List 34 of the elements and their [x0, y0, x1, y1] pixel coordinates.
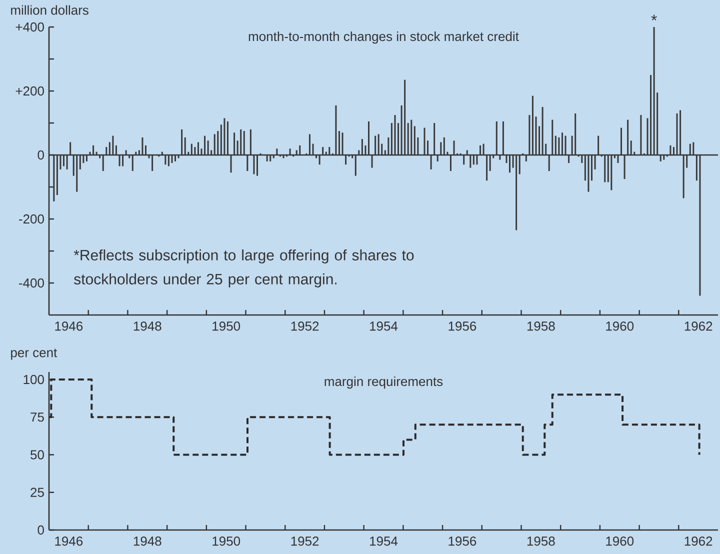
annotation: *	[651, 14, 657, 20]
y-tick-label: 0	[38, 525, 44, 535]
y-tick-label: -400	[19, 278, 44, 288]
x-tick-label: 1950	[212, 322, 240, 331]
y-axis-title: million dollars	[11, 5, 88, 15]
x-tick-label: 1962	[684, 322, 712, 331]
y-tick-label: 25	[30, 488, 44, 497]
x-tick-label: 1956	[448, 536, 476, 546]
y-axis-title: per cent	[11, 348, 58, 360]
y-tick-label: 0	[38, 150, 44, 160]
x-tick-label: 1960	[606, 536, 634, 546]
x-tick-label: 1956	[448, 322, 476, 331]
x-tick-label: 1962	[684, 536, 712, 546]
y-tick-label: +200	[16, 86, 44, 96]
y-tick-label: 50	[30, 450, 44, 460]
x-tick-label: 1952	[291, 536, 319, 546]
x-tick-label: 1948	[134, 536, 162, 546]
x-tick-label: 1952	[291, 322, 319, 331]
x-tick-label: 1946	[55, 536, 83, 546]
chart-title: margin requirements	[324, 376, 443, 389]
y-tick-label: +400	[16, 22, 44, 32]
y-tick-label: 100	[24, 374, 44, 384]
x-tick-label: 1958	[527, 322, 555, 331]
annotation: *Reflects subscription to large offering of shares to stockholders under 25 per cent margin.	[74, 249, 414, 288]
x-tick-label: 1960	[606, 322, 634, 331]
x-tick-label: 1954	[370, 536, 398, 546]
x-tick-label: 1946	[55, 322, 83, 331]
x-tick-label: 1950	[212, 536, 240, 546]
y-tick-label: 75	[30, 412, 44, 422]
x-tick-label: 1958	[527, 536, 555, 546]
y-tick-label: -200	[19, 214, 44, 224]
x-tick-label: 1948	[134, 322, 162, 331]
x-tick-label: 1954	[370, 322, 398, 331]
chart-title: month-to-month changes in stock market credit	[248, 32, 519, 44]
